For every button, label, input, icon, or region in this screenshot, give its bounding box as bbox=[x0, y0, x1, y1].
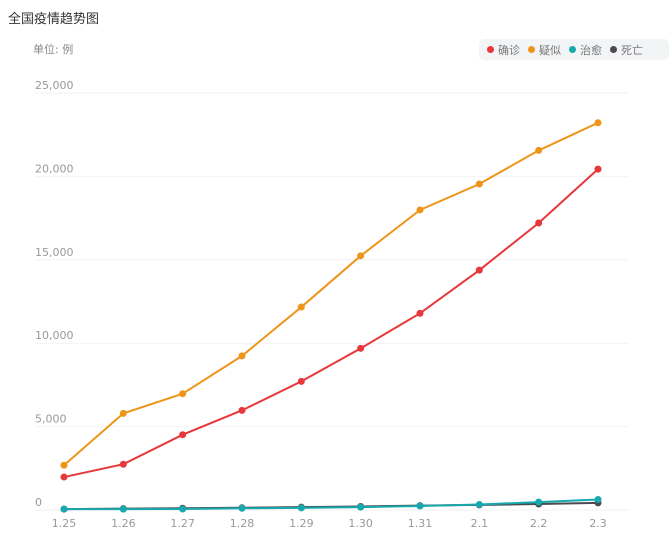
legend-label: 确诊 bbox=[498, 43, 520, 57]
series-line-疑似 bbox=[63, 121, 599, 466]
series-line-治愈 bbox=[63, 498, 599, 511]
data-point bbox=[179, 505, 187, 513]
data-point bbox=[297, 377, 305, 385]
legend-label: 疑似 bbox=[539, 43, 561, 57]
data-point bbox=[238, 406, 246, 414]
data-point bbox=[357, 344, 365, 352]
legend-item[interactable]: 死亡 bbox=[610, 42, 643, 58]
x-tick-label: 1.30 bbox=[348, 517, 373, 530]
data-point bbox=[238, 504, 246, 512]
x-tick-label: 1.26 bbox=[111, 517, 136, 530]
x-tick-label: 1.27 bbox=[170, 517, 195, 530]
legend-item[interactable]: 确诊 bbox=[487, 42, 520, 58]
data-point bbox=[119, 409, 127, 417]
y-tick-label: 0 bbox=[35, 496, 42, 509]
data-point bbox=[357, 503, 365, 511]
legend-dot-icon bbox=[569, 46, 576, 53]
legend-dot-icon bbox=[610, 46, 617, 53]
series-line-确诊 bbox=[63, 168, 599, 479]
data-point bbox=[60, 461, 68, 469]
data-point bbox=[179, 431, 187, 439]
data-point bbox=[535, 219, 543, 227]
y-tick-label: 5,000 bbox=[35, 413, 67, 426]
data-point bbox=[535, 146, 543, 154]
legend-label: 死亡 bbox=[621, 43, 643, 57]
x-tick-label: 1.28 bbox=[230, 517, 255, 530]
chart-title: 全国疫情趋势图 bbox=[8, 12, 100, 27]
legend-item[interactable]: 治愈 bbox=[569, 42, 602, 58]
y-tick-label: 10,000 bbox=[35, 329, 74, 342]
legend-dot-icon bbox=[487, 46, 494, 53]
data-point bbox=[535, 498, 543, 506]
data-point bbox=[475, 180, 483, 188]
data-point bbox=[475, 501, 483, 509]
y-tick-label: 20,000 bbox=[35, 162, 74, 175]
unit-label: 单位: 例 bbox=[33, 43, 74, 56]
data-point bbox=[238, 352, 246, 360]
data-point bbox=[594, 495, 602, 503]
data-point bbox=[357, 252, 365, 260]
data-point bbox=[416, 502, 424, 510]
data-point bbox=[416, 206, 424, 214]
data-point bbox=[297, 303, 305, 311]
data-point bbox=[60, 473, 68, 481]
x-tick-label: 1.29 bbox=[289, 517, 314, 530]
x-tick-label: 1.25 bbox=[52, 517, 77, 530]
x-tick-label: 2.2 bbox=[530, 517, 548, 530]
x-tick-label: 1.31 bbox=[408, 517, 433, 530]
data-point bbox=[594, 119, 602, 127]
legend-dot-icon bbox=[528, 46, 535, 53]
legend-label: 治愈 bbox=[580, 43, 602, 57]
data-point bbox=[179, 390, 187, 398]
data-point bbox=[416, 309, 424, 317]
x-tick-label: 2.3 bbox=[589, 517, 607, 530]
legend-item[interactable]: 疑似 bbox=[528, 42, 561, 58]
data-point bbox=[475, 266, 483, 274]
x-tick-label: 2.1 bbox=[471, 517, 489, 530]
data-point bbox=[119, 505, 127, 513]
data-point bbox=[119, 460, 127, 468]
data-point bbox=[60, 505, 68, 513]
data-point bbox=[594, 165, 602, 173]
legend: 确诊 疑似 治愈 死亡 bbox=[479, 39, 669, 60]
data-point bbox=[297, 504, 305, 512]
y-tick-label: 15,000 bbox=[35, 246, 74, 259]
y-tick-label: 25,000 bbox=[35, 79, 74, 92]
